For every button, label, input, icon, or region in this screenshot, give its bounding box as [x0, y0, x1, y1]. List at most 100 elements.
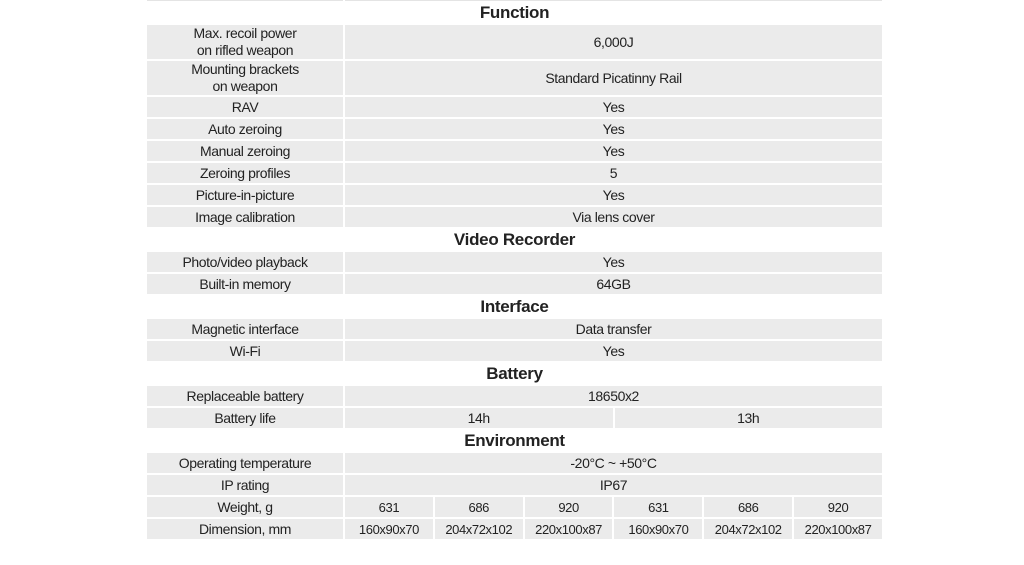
spec-row: Picture-in-picture Yes — [147, 185, 882, 205]
value-cell: Yes — [345, 341, 882, 361]
row-label: Auto zeroing — [147, 119, 343, 139]
spec-row: Image calibration Via lens cover — [147, 207, 882, 227]
row-values: 6,000J — [345, 25, 882, 59]
value-cell: 220x100x87 — [794, 519, 882, 539]
value-cell: 686 — [704, 497, 793, 517]
row-values: Yes — [345, 119, 882, 139]
row-label: Replaceable battery — [147, 386, 343, 406]
value-cell: Standard Picatinny Rail — [345, 61, 882, 95]
value-cell: Yes — [345, 97, 882, 117]
spec-row: Weight, g 631 686 920 631 686 920 — [147, 497, 882, 517]
section-title: Interface — [480, 297, 549, 316]
spec-row: Auto zeroing Yes — [147, 119, 882, 139]
label-line: Magnetic interface — [191, 320, 299, 337]
spec-row: Wi-Fi Yes — [147, 341, 882, 361]
spec-row: Replaceable battery 18650x2 — [147, 386, 882, 406]
section-title: Function — [479, 3, 550, 22]
value-cell: Yes — [345, 185, 882, 205]
label-line: Dimension, mm — [198, 520, 292, 537]
value-cell: 204x72x102 — [704, 519, 793, 539]
row-values: Via lens cover — [345, 207, 882, 227]
value-cell: Yes — [345, 252, 882, 272]
value-cell: -20°C ~ +50°C — [345, 453, 882, 473]
label-line: RAV — [231, 98, 259, 115]
value-cell: 6,000J — [345, 25, 882, 59]
divider — [345, 0, 882, 1]
value-cell: 13h — [614, 408, 882, 428]
row-label: Dimension, mm — [147, 519, 343, 539]
row-values: 14h 13h — [345, 408, 882, 428]
row-label: Mounting brackets on weapon — [147, 61, 343, 95]
label-line: Operating temperature — [178, 454, 312, 471]
spec-row: Dimension, mm 160x90x70 204x72x102 220x100x… — [147, 519, 882, 539]
value-cell: 220x100x87 — [524, 519, 613, 539]
row-label: Image calibration — [147, 207, 343, 227]
row-values: Yes — [345, 97, 882, 117]
row-label: Zeroing profiles — [147, 163, 343, 183]
row-values: Data transfer — [345, 319, 882, 339]
value-cell: 686 — [434, 497, 523, 517]
row-label: RAV — [147, 97, 343, 117]
divider — [147, 0, 343, 1]
value-cell: Data transfer — [345, 319, 882, 339]
row-label: Photo/video playback — [147, 252, 343, 272]
value-cell: 64GB — [345, 274, 882, 294]
label-line: Zeroing profiles — [199, 164, 291, 181]
spec-row: Photo/video playback Yes — [147, 252, 882, 272]
value-cell: 631 — [614, 497, 703, 517]
row-values: 5 — [345, 163, 882, 183]
label-line: Built-in memory — [199, 275, 291, 292]
spec-row: Max. recoil power on rifled weapon 6,000J — [147, 25, 882, 59]
row-label: Magnetic interface — [147, 319, 343, 339]
value-cell: 631 — [345, 497, 433, 517]
label-line: Max. recoil power — [193, 25, 297, 41]
value-cell: 5 — [345, 163, 882, 183]
label-line: Picture-in-picture — [195, 186, 295, 203]
section-title: Video Recorder — [453, 230, 576, 249]
label-line: Replaceable battery — [186, 387, 304, 404]
label-line: Auto zeroing — [208, 120, 282, 137]
row-label: Weight, g — [147, 497, 343, 517]
row-label: Wi-Fi — [147, 341, 343, 361]
row-values: Yes — [345, 185, 882, 205]
spec-row: Mounting brackets on weapon Standard Picat… — [147, 61, 882, 95]
row-values: Yes — [345, 341, 882, 361]
label-line: IP rating — [220, 476, 270, 493]
row-values: 160x90x70 204x72x102 220x100x87 160x90x70 20… — [345, 519, 882, 539]
label-line: on rifled weapon — [196, 42, 294, 58]
row-values: -20°C ~ +50°C — [345, 453, 882, 473]
row-label: Operating temperature — [147, 453, 343, 473]
spec-row: RAV Yes — [147, 97, 882, 117]
row-label: IP rating — [147, 475, 343, 495]
label-line: Photo/video playback — [182, 253, 308, 270]
row-label: Manual zeroing — [147, 141, 343, 161]
label-line: Mounting brackets — [191, 61, 299, 77]
label-line: Battery life — [214, 409, 276, 426]
spec-row: Battery life 14h 13h — [147, 408, 882, 428]
value-cell: Via lens cover — [345, 207, 882, 227]
value-cell: 204x72x102 — [434, 519, 523, 539]
value-cell: 160x90x70 — [614, 519, 703, 539]
row-values: 18650x2 — [345, 386, 882, 406]
value-cell: 920 — [794, 497, 882, 517]
value-cell: IP67 — [345, 475, 882, 495]
spec-row: IP rating IP67 — [147, 475, 882, 495]
row-values: Yes — [345, 252, 882, 272]
label-line: Image calibration — [195, 208, 295, 225]
row-label: Max. recoil power on rifled weapon — [147, 25, 343, 59]
row-values: IP67 — [345, 475, 882, 495]
row-values: 64GB — [345, 274, 882, 294]
label-line: Wi-Fi — [229, 342, 261, 359]
label-line: Manual zeroing — [199, 142, 291, 159]
value-cell: 14h — [345, 408, 613, 428]
label-line: Weight, g — [217, 498, 273, 515]
spec-row: Zeroing profiles 5 — [147, 163, 882, 183]
row-label: Picture-in-picture — [147, 185, 343, 205]
row-values: 631 686 920 631 686 920 — [345, 497, 882, 517]
value-cell: Yes — [345, 141, 882, 161]
row-values: Standard Picatinny Rail — [345, 61, 882, 95]
row-label: Built-in memory — [147, 274, 343, 294]
spec-row: Manual zeroing Yes — [147, 141, 882, 161]
section-title: Battery — [486, 364, 543, 383]
